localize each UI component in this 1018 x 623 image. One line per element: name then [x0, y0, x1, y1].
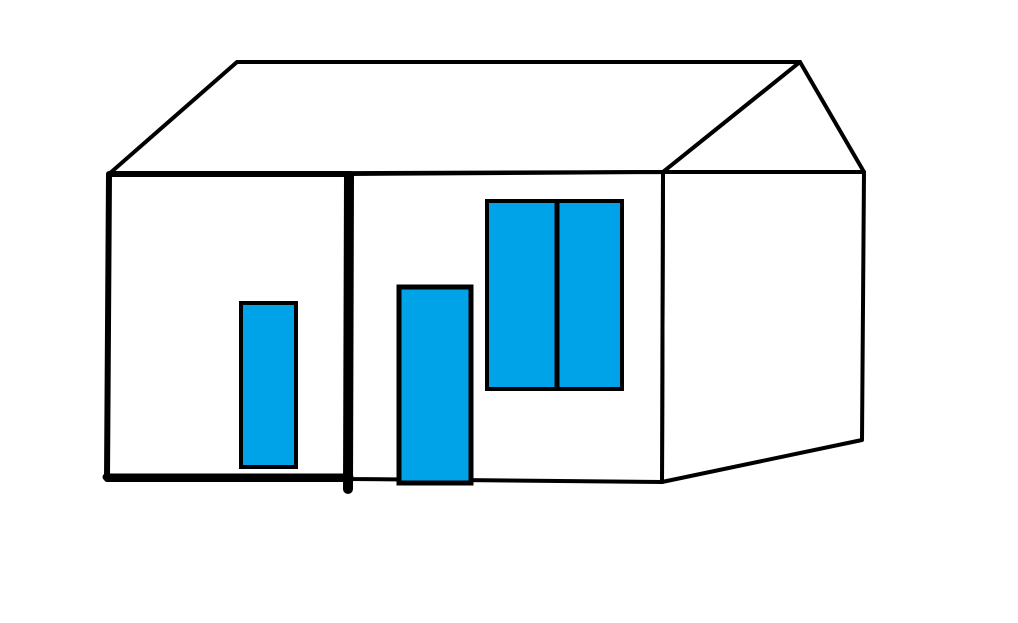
side-wall: [660, 170, 866, 484]
left-window: [239, 301, 298, 469]
divider-post: [343, 171, 354, 494]
door: [396, 284, 474, 486]
front-wall-left: [104, 171, 353, 482]
